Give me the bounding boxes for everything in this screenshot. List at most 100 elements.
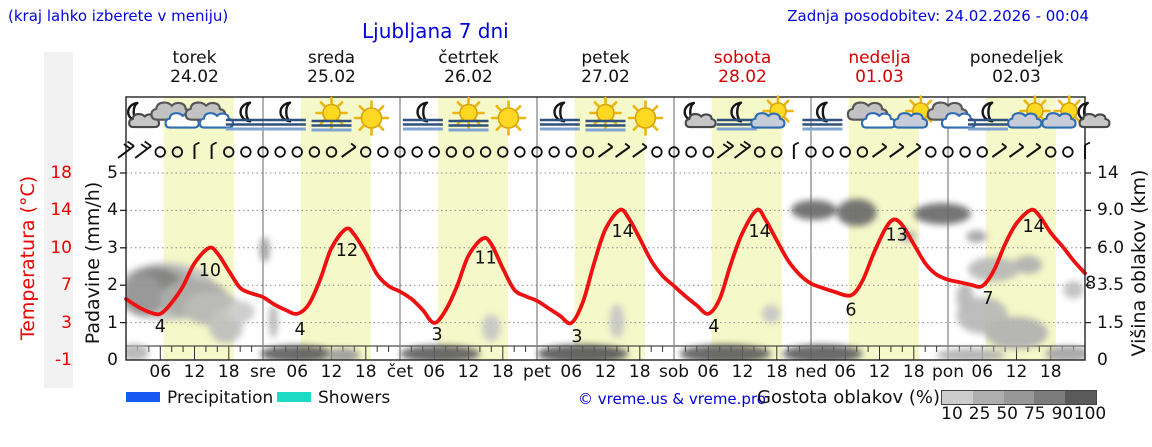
x-tick-label: 18 <box>354 362 377 382</box>
wind-symbol-calm <box>531 146 543 158</box>
day-name: torek <box>172 48 217 68</box>
weather-icon-moon-fog <box>967 101 1008 131</box>
location-hint: (kraj lahko izberete v meniju) <box>8 7 229 25</box>
temperature-tick-label: 3 <box>61 312 72 333</box>
temperature-curve <box>124 207 1087 326</box>
x-tick-label: 18 <box>217 362 240 382</box>
cloud-blob <box>761 304 781 324</box>
weather-icon-moon-cloud <box>1077 101 1110 127</box>
x-tick-label: 18 <box>491 362 514 382</box>
day-date: 25.02 <box>307 67 356 87</box>
wind-symbol-slash <box>341 142 357 158</box>
temp-value-label: 14 <box>748 222 770 242</box>
day-date: 02.03 <box>992 67 1041 87</box>
x-tick-label: 06 <box>149 362 172 382</box>
cloud-height-tick-label: 6.0 <box>1097 237 1125 258</box>
daylight-band <box>437 97 508 360</box>
wind-symbols-row <box>117 140 1091 159</box>
wind-symbol-vbarb <box>210 141 218 159</box>
wind-symbol-calm <box>856 146 869 158</box>
day-label: sreda 25.02 <box>263 49 400 87</box>
day-label: petek 27.02 <box>537 49 674 87</box>
wind-symbol-calm <box>1045 146 1057 158</box>
day-name: četrtek <box>438 48 499 68</box>
weather-icon-moon-fog <box>539 101 580 131</box>
x-tick-label: ned <box>794 362 828 382</box>
weather-icon-sun <box>353 100 390 136</box>
x-tick-label: 18 <box>765 362 788 382</box>
x-tick-label: 06 <box>560 362 583 382</box>
density-scale-value: 90 <box>1051 404 1074 424</box>
cloud-blob <box>836 198 877 227</box>
weather-icon-sun-fog <box>448 96 489 132</box>
precipitation-tick-label: 5 <box>107 163 118 183</box>
showers-legend-label: Showers <box>318 388 391 408</box>
x-tick-label: 18 <box>628 362 651 382</box>
cloud-height-tick-label: 14 <box>1097 163 1119 183</box>
wind-symbol-calm <box>1062 146 1074 158</box>
credit-link[interactable]: © vreme.us & vreme.pro <box>578 390 766 408</box>
day-date: 28.02 <box>718 67 767 87</box>
weather-icon-moon-fog <box>802 101 843 131</box>
wind-symbol-calm <box>154 146 166 158</box>
density-scale-value: 50 <box>996 404 1018 424</box>
temp-value-label: 13 <box>885 226 907 246</box>
wind-symbol-calm <box>291 146 303 158</box>
density-scale-segment <box>1003 391 1035 404</box>
cloud-blob <box>225 300 255 323</box>
cloud-blob <box>259 236 270 263</box>
wind-symbol-calm <box>805 146 817 158</box>
wind-symbol-flag <box>733 140 752 159</box>
density-scale-segment <box>1065 391 1096 404</box>
x-tick-label: pon <box>932 362 964 382</box>
x-tick-label: 06 <box>286 362 309 382</box>
wind-symbol-calm <box>411 146 423 158</box>
cloud-blob <box>966 230 987 243</box>
cloud-blob <box>913 203 971 225</box>
day-name: nedelja <box>848 48 911 68</box>
day-label: sobota 28.02 <box>674 49 811 87</box>
temp-value-label: 3 <box>432 325 443 345</box>
temp-value-label: 4 <box>708 317 719 337</box>
x-tick-label: čet <box>386 362 414 382</box>
temperature-tick-label: 7 <box>61 275 72 296</box>
density-scale-value: 100 <box>1073 404 1107 424</box>
temperature-tick-label: 14 <box>50 200 72 221</box>
x-tick-label: pet <box>523 362 551 382</box>
wind-symbol-slash <box>906 142 922 158</box>
precipitation-tick-label: 0 <box>107 350 118 370</box>
cloud-height-tick-label: 9.0 <box>1097 200 1125 221</box>
wind-symbol-slash <box>1026 142 1042 158</box>
day-name: sobota <box>713 48 772 68</box>
precipitation-tick-label: 1 <box>107 312 118 333</box>
wind-symbol-calm <box>394 146 406 158</box>
wind-symbol-calm <box>839 146 851 158</box>
cloud-blob <box>482 314 501 342</box>
x-tick-label: 12 <box>731 362 754 382</box>
density-scale-segment <box>972 391 1004 404</box>
cloud-blob <box>791 200 837 220</box>
cloud-blob <box>782 344 863 360</box>
cloud-blob <box>537 344 629 360</box>
x-tick-label: 12 <box>183 362 206 382</box>
weather-icons-row <box>126 95 1110 136</box>
wind-symbol-calm <box>753 146 766 158</box>
cloud-height-tick-label: 0 <box>1097 350 1108 370</box>
wind-symbol-calm <box>565 146 577 158</box>
x-tick-label: 18 <box>1039 362 1062 382</box>
wind-symbol-calm <box>308 146 321 158</box>
wind-symbol-calm <box>445 146 458 158</box>
x-tick-label: 12 <box>457 362 480 382</box>
wind-symbol-flag <box>134 140 152 159</box>
weather-icon-clouds <box>928 103 975 128</box>
precipitation-tick-label: 4 <box>107 200 118 221</box>
wind-symbol-calm <box>462 146 475 158</box>
day-label: četrtek 26.02 <box>400 49 537 87</box>
cloud-blob <box>260 345 335 360</box>
temp-value-label: 11 <box>474 249 496 269</box>
x-tick-label: 12 <box>320 362 343 382</box>
wind-symbol-calm <box>685 146 697 158</box>
weather-icon-sun <box>627 100 664 136</box>
